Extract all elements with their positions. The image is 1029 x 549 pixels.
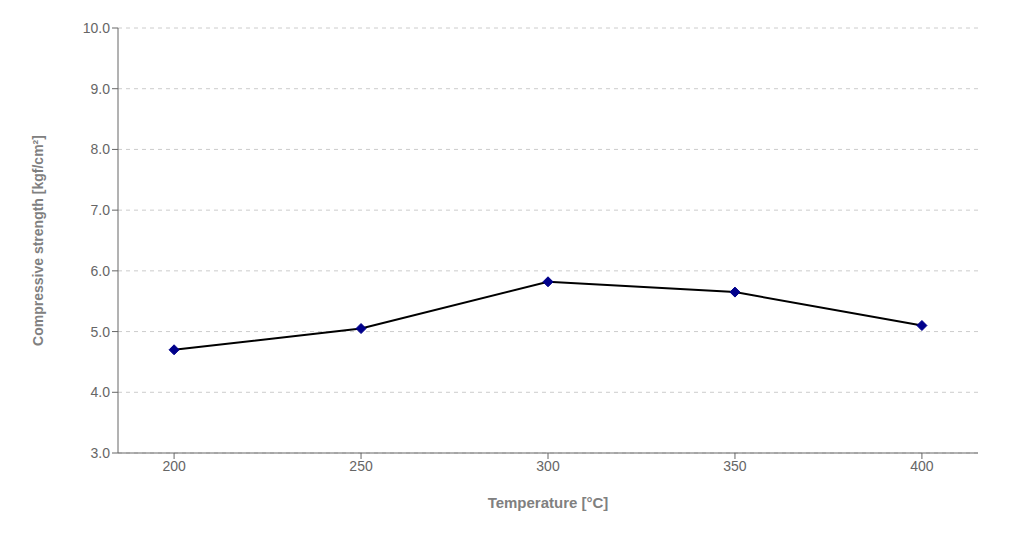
svg-text:350: 350	[723, 458, 747, 474]
svg-text:300: 300	[536, 458, 560, 474]
svg-text:9.0: 9.0	[91, 81, 111, 97]
svg-text:3.0: 3.0	[91, 445, 111, 461]
svg-text:Temperature [°C]: Temperature [°C]	[488, 494, 609, 511]
svg-text:10.0: 10.0	[83, 20, 110, 36]
svg-text:5.0: 5.0	[91, 324, 111, 340]
svg-text:7.0: 7.0	[91, 202, 111, 218]
svg-text:Compressive strength [kgf/cm²]: Compressive strength [kgf/cm²]	[30, 135, 46, 346]
svg-text:8.0: 8.0	[91, 141, 111, 157]
svg-text:6.0: 6.0	[91, 263, 111, 279]
svg-text:4.0: 4.0	[91, 384, 111, 400]
svg-text:400: 400	[910, 458, 934, 474]
svg-text:250: 250	[349, 458, 373, 474]
svg-text:200: 200	[162, 458, 186, 474]
